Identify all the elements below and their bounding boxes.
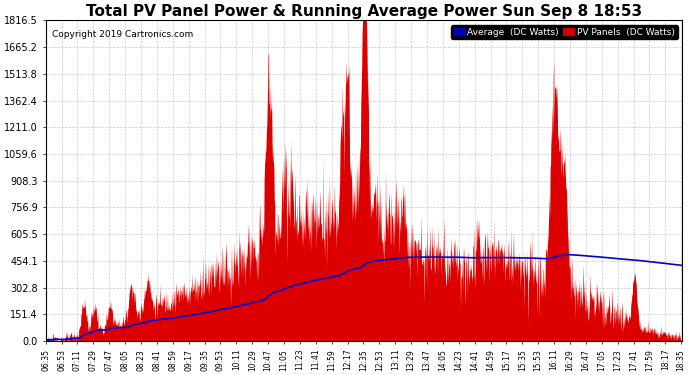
Text: Copyright 2019 Cartronics.com: Copyright 2019 Cartronics.com xyxy=(52,30,193,39)
Legend: Average  (DC Watts), PV Panels  (DC Watts): Average (DC Watts), PV Panels (DC Watts) xyxy=(451,25,678,39)
Title: Total PV Panel Power & Running Average Power Sun Sep 8 18:53: Total PV Panel Power & Running Average P… xyxy=(86,4,642,19)
